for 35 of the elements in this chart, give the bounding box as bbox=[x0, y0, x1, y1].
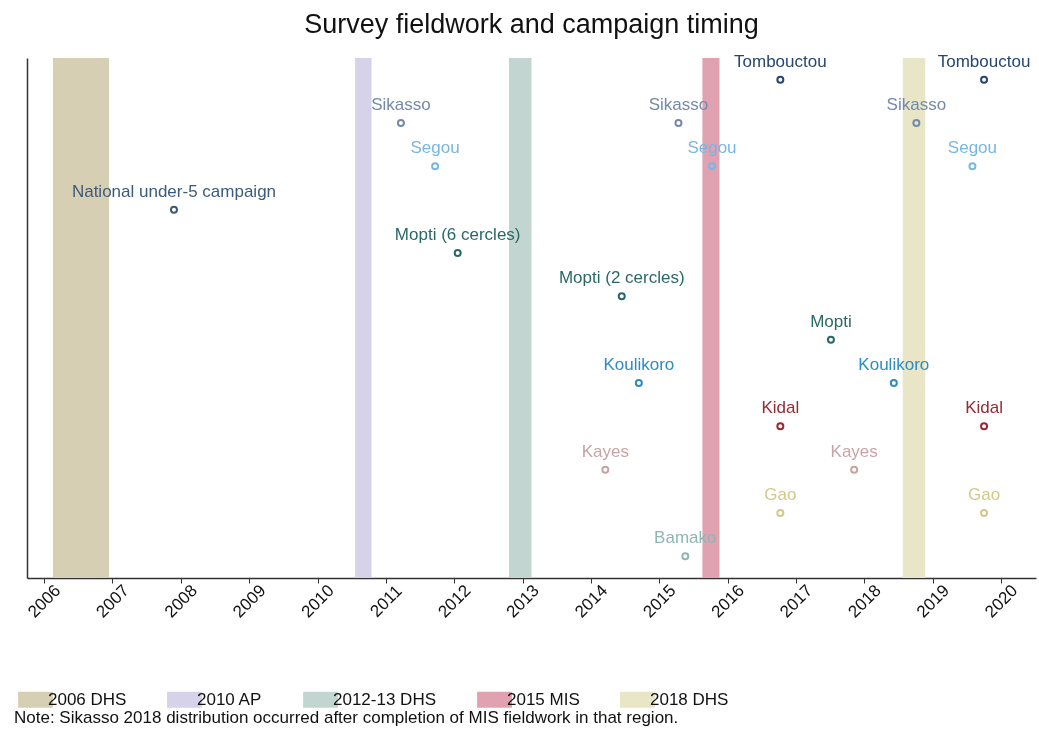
legend-label: 2006 DHS bbox=[48, 689, 127, 709]
annotation: Mopti bbox=[810, 311, 852, 331]
annotation: Koulikoro bbox=[603, 355, 675, 374]
annotation: Tombouctou bbox=[734, 51, 827, 71]
annotation: Kidal bbox=[761, 398, 800, 418]
legend-label: 2015 MIS bbox=[507, 689, 580, 709]
point bbox=[980, 509, 989, 517]
annotation: Kayes bbox=[830, 441, 878, 461]
point bbox=[980, 422, 989, 431]
point bbox=[889, 379, 898, 387]
legend-label: 2010 AP bbox=[197, 689, 262, 709]
annotation: Kidal bbox=[965, 398, 1003, 418]
point bbox=[681, 552, 690, 561]
annotation: Segou bbox=[947, 138, 998, 158]
annotation: Sikasso bbox=[886, 95, 947, 114]
point bbox=[169, 205, 178, 214]
annotation: Gao bbox=[764, 485, 797, 504]
annotation: Tombouctou bbox=[937, 51, 1031, 71]
point bbox=[617, 292, 626, 301]
annotation: Mopti (2 cercles) bbox=[558, 268, 685, 288]
annotation: Gao bbox=[967, 485, 1001, 504]
text: Note: Sikasso 2018 distribution occurred after completion of MIS fieldwork in that region. bbox=[14, 708, 679, 728]
annotation: Mopti (6 cercles) bbox=[394, 225, 521, 244]
legend-label: 2018 DHS bbox=[650, 689, 729, 709]
annotation: National under-5 campaign bbox=[71, 181, 277, 201]
annotation: Sikasso bbox=[371, 95, 431, 114]
legend-label: 2012-13 DHS bbox=[333, 689, 437, 709]
point bbox=[980, 75, 989, 84]
chart-title: Survey fieldwork and campaign timing bbox=[304, 8, 759, 39]
point bbox=[850, 465, 859, 474]
point bbox=[453, 249, 462, 257]
point bbox=[826, 335, 835, 344]
annotation: Segou bbox=[410, 138, 460, 158]
annotation: Koulikoro bbox=[858, 355, 930, 374]
annotation: Kayes bbox=[581, 441, 629, 461]
